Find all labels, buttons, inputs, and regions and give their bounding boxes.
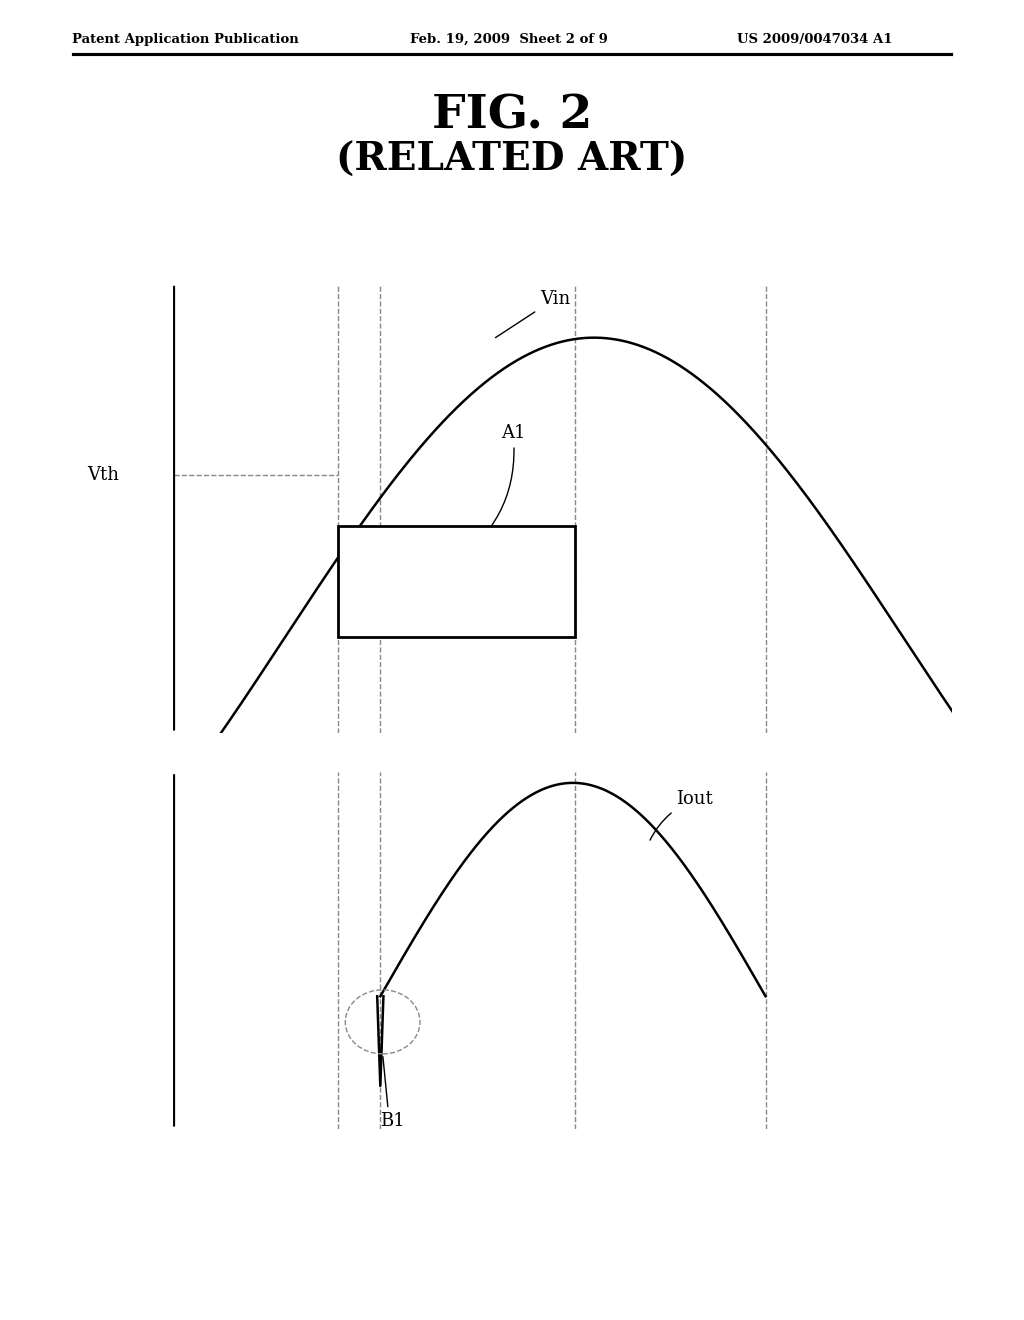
- Text: Vth: Vth: [88, 466, 120, 484]
- Text: A1: A1: [453, 425, 525, 564]
- Text: Iout: Iout: [650, 791, 713, 840]
- Text: Feb. 19, 2009  Sheet 2 of 9: Feb. 19, 2009 Sheet 2 of 9: [410, 33, 607, 46]
- Text: Vin: Vin: [496, 289, 570, 338]
- Text: Patent Application Publication: Patent Application Publication: [72, 33, 298, 46]
- Text: FIG. 2: FIG. 2: [432, 92, 592, 139]
- Text: (RELATED ART): (RELATED ART): [336, 141, 688, 180]
- Bar: [338, 527, 574, 636]
- Text: US 2009/0047034 A1: US 2009/0047034 A1: [737, 33, 893, 46]
- Text: B1: B1: [380, 1111, 404, 1130]
